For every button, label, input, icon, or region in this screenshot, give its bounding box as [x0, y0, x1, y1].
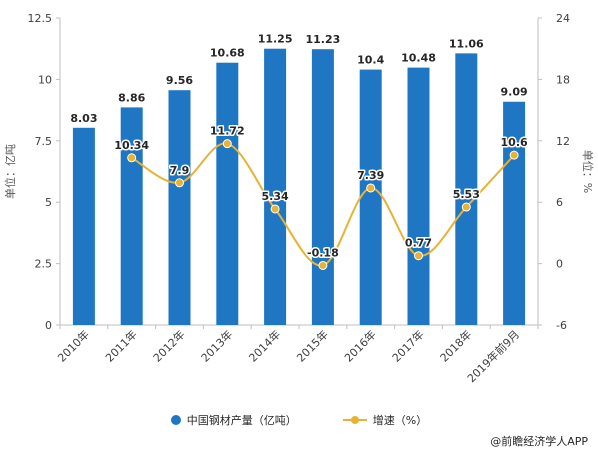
legend-label-growth: 增速（%） — [372, 414, 428, 427]
growth-value-label: 11.72 — [210, 125, 245, 138]
growth-point — [127, 153, 137, 163]
bar-value-label: 11.06 — [449, 37, 484, 50]
bar-value-label: 11.25 — [258, 33, 293, 46]
y-tick-label-left: 7.5 — [35, 135, 53, 148]
growth-value-label: 5.34 — [262, 190, 289, 203]
y-tick-label-right: -6 — [556, 319, 567, 332]
growth-point — [222, 139, 232, 149]
bar-value-label: 11.23 — [306, 33, 341, 46]
growth-value-label: -0.18 — [307, 246, 339, 259]
y-tick-label-left: 10 — [38, 73, 52, 86]
y-tick-label-left: 0 — [45, 319, 52, 332]
bar-2015年 — [311, 49, 334, 326]
growth-value-label: 7.39 — [357, 169, 384, 182]
x-tick-label: 2011年 — [102, 327, 139, 364]
growth-point — [509, 150, 519, 160]
y-tick-label-left: 12.5 — [28, 12, 53, 25]
legend: 中国钢材产量（亿吨） 增速（%） — [0, 412, 598, 428]
bar-2012年 — [168, 90, 191, 326]
bar-2019年前9月 — [503, 101, 526, 325]
y-tick-label-right: 0 — [556, 258, 563, 271]
y-axis-title-right: 单位：% — [581, 150, 595, 193]
x-tick-label: 2013年 — [198, 327, 235, 364]
bar-2016年 — [359, 69, 382, 326]
x-tick-label: 2018年 — [437, 327, 474, 364]
bar-2014年 — [264, 48, 287, 325]
x-tick-label: 2012年 — [150, 327, 187, 364]
growth-point — [366, 183, 376, 193]
bar-value-label: 8.86 — [118, 91, 145, 104]
growth-point — [270, 204, 280, 214]
bar-value-label: 9.09 — [501, 86, 528, 99]
bar-2018年 — [455, 53, 478, 326]
y-tick-label-right: 18 — [556, 73, 570, 86]
growth-value-label: 7.9 — [170, 164, 190, 177]
growth-value-label: 0.77 — [405, 237, 432, 250]
bar-2017年 — [407, 67, 430, 325]
y-tick-label-right: 6 — [556, 196, 563, 209]
x-tick-label: 2015年 — [294, 327, 331, 364]
x-tick-label: 2016年 — [341, 327, 378, 364]
y-axis-title-left: 单位：亿吨 — [3, 144, 17, 199]
bar-value-label: 10.68 — [210, 47, 245, 60]
x-tick-label: 2010年 — [55, 327, 92, 364]
growth-point — [318, 260, 328, 270]
growth-value-label: 10.34 — [114, 139, 149, 152]
bar-value-label: 10.4 — [357, 54, 384, 67]
y-tick-label-right: 24 — [556, 12, 570, 25]
x-tick-label: 2014年 — [246, 327, 283, 364]
bar-2013年 — [216, 62, 239, 326]
bar-2010年 — [72, 127, 95, 325]
legend-item-growth[interactable]: 增速（%） — [342, 412, 428, 428]
growth-value-label: 10.6 — [501, 136, 528, 149]
growth-point — [461, 202, 471, 212]
bar-value-label: 10.48 — [401, 52, 436, 65]
bar-value-label: 9.56 — [166, 74, 193, 87]
source-credit: @前瞻经济学人APP — [490, 435, 588, 448]
legend-label-production: 中国钢材产量（亿吨） — [186, 414, 297, 427]
y-tick-label-left: 2.5 — [35, 258, 53, 271]
legend-item-production[interactable]: 中国钢材产量（亿吨） — [170, 412, 297, 428]
legend-line-marker — [342, 415, 367, 425]
growth-value-label: 5.53 — [453, 188, 480, 201]
y-tick-label-left: 5 — [45, 196, 52, 209]
bar-value-label: 8.03 — [70, 112, 97, 125]
legend-bar-marker — [170, 415, 181, 425]
growth-point — [175, 178, 184, 188]
growth-point — [414, 251, 423, 261]
y-tick-label-right: 12 — [556, 135, 570, 148]
x-tick-label: 2017年 — [389, 327, 426, 364]
